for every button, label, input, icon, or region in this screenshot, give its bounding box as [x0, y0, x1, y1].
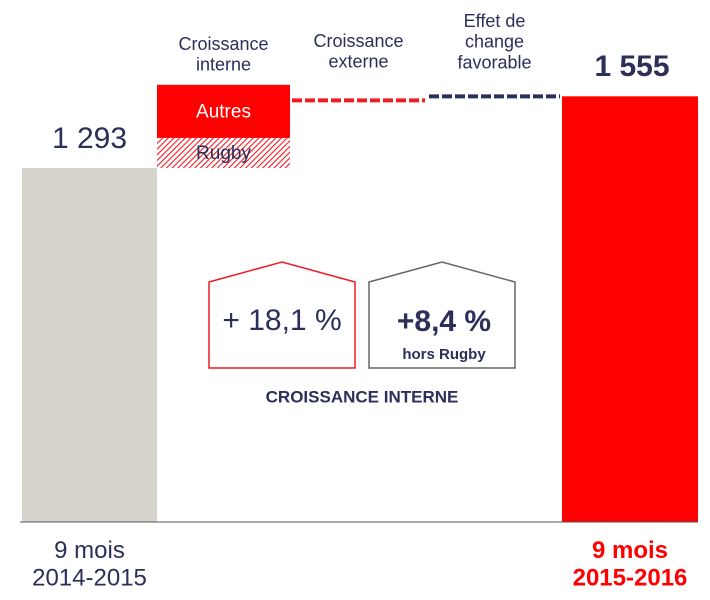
- bar: [562, 96, 698, 522]
- segment-label: Autres: [196, 101, 251, 122]
- x-tick-label: Croissance interne: [178, 34, 268, 75]
- value-label: 1 293: [52, 122, 127, 155]
- x-tick-label: 9 mois 2015-2016: [573, 537, 688, 592]
- annotation-box: [368, 261, 516, 369]
- segment-label: Rugby: [196, 143, 251, 164]
- bar-segment: [157, 137, 290, 169]
- annotation: +8,4 %: [397, 305, 491, 338]
- x-tick-label: Effet de change favorable: [457, 11, 531, 72]
- annotation: CROISSANCE INTERNE: [266, 387, 459, 406]
- annotation: hors Rugby: [402, 346, 486, 363]
- value-label: 1 555: [594, 50, 669, 83]
- bar: [22, 168, 157, 522]
- annotation-box: [208, 261, 356, 369]
- x-tick-label: 9 mois 2014-2015: [32, 537, 147, 592]
- x-tick-label: Croissance externe: [313, 31, 403, 72]
- annotation: + 18,1 %: [222, 304, 341, 337]
- bar-segment: [157, 84, 290, 138]
